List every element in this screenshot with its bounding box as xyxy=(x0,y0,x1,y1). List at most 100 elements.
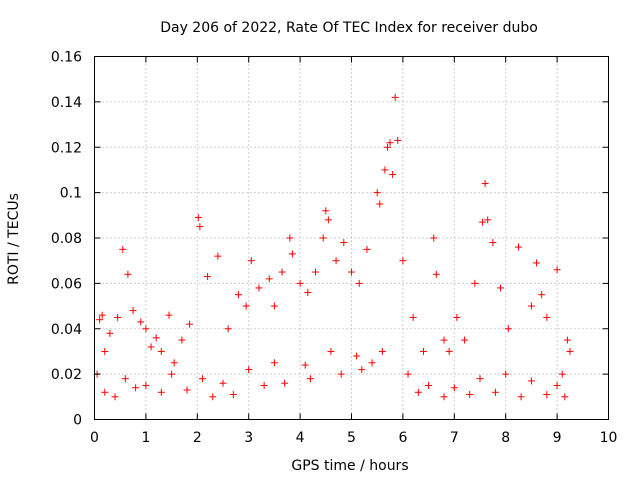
data-point xyxy=(399,257,407,265)
y-tick-label: 0.12 xyxy=(51,140,82,156)
data-point xyxy=(229,391,237,399)
data-point xyxy=(224,325,232,333)
data-point xyxy=(165,311,173,319)
data-point xyxy=(391,93,399,101)
data-point xyxy=(324,216,332,224)
data-point xyxy=(533,259,541,267)
data-point xyxy=(553,381,561,389)
data-point xyxy=(409,313,417,321)
y-ticks: 0 0.02 0.04 0.06 0.08 0.1 0.12 0.14 0.16 xyxy=(51,50,609,429)
x-tick-label: 3 xyxy=(244,430,253,446)
data-point xyxy=(178,336,186,344)
y-tick-label: 0.06 xyxy=(51,276,82,292)
data-point xyxy=(245,366,253,374)
data-point xyxy=(152,334,160,342)
data-point xyxy=(515,243,523,251)
data-point xyxy=(306,375,314,383)
x-tick-label: 7 xyxy=(450,430,459,446)
data-point xyxy=(566,347,574,355)
data-point xyxy=(527,377,535,385)
data-point xyxy=(98,311,106,319)
data-point xyxy=(142,381,150,389)
data-point xyxy=(553,266,561,274)
data-point xyxy=(247,257,255,265)
data-point xyxy=(558,370,566,378)
data-point xyxy=(198,375,206,383)
data-point xyxy=(543,313,551,321)
data-point xyxy=(414,388,422,396)
data-point xyxy=(209,393,217,401)
data-point xyxy=(301,361,309,369)
data-point xyxy=(543,391,551,399)
data-point xyxy=(389,170,397,178)
chart-title: Day 206 of 2022, Rate Of TEC Index for r… xyxy=(160,20,538,36)
y-tick-label: 0.04 xyxy=(51,322,82,338)
data-point xyxy=(96,316,104,324)
data-point xyxy=(296,279,304,287)
data-point xyxy=(255,284,263,292)
data-point xyxy=(383,143,391,151)
x-ticks: 0 1 2 3 4 5 6 7 8 9 10 xyxy=(90,56,617,446)
data-point xyxy=(278,268,286,276)
data-point xyxy=(234,291,242,299)
data-point xyxy=(504,325,512,333)
data-point xyxy=(194,214,202,222)
data-point xyxy=(129,307,137,315)
data-point xyxy=(101,347,109,355)
data-point xyxy=(466,391,474,399)
data-point xyxy=(355,279,363,287)
data-point xyxy=(119,245,127,253)
data-points xyxy=(93,93,574,401)
data-point xyxy=(481,180,489,188)
data-point xyxy=(106,329,114,337)
data-point xyxy=(114,313,122,321)
data-point xyxy=(170,359,178,367)
data-point xyxy=(121,375,129,383)
data-point xyxy=(491,388,499,396)
data-point xyxy=(288,250,296,258)
y-tick-label: 0.16 xyxy=(51,50,82,66)
data-point xyxy=(183,386,191,394)
data-point xyxy=(260,381,268,389)
data-point xyxy=(101,388,109,396)
data-point xyxy=(132,384,140,392)
data-point xyxy=(157,347,165,355)
x-tick-label: 9 xyxy=(553,430,562,446)
data-point xyxy=(561,393,569,401)
data-point xyxy=(376,200,384,208)
data-point xyxy=(332,257,340,265)
data-point xyxy=(386,139,394,147)
y-tick-label: 0.02 xyxy=(51,367,82,383)
y-tick-label: 0.1 xyxy=(60,186,82,202)
data-point xyxy=(517,393,525,401)
data-point xyxy=(394,136,402,144)
x-axis-label: GPS time / hours xyxy=(291,458,408,474)
data-point xyxy=(445,347,453,355)
data-point xyxy=(363,245,371,253)
y-tick-label: 0.08 xyxy=(51,231,82,247)
data-point xyxy=(471,279,479,287)
data-point xyxy=(419,347,427,355)
data-point xyxy=(353,352,361,360)
x-tick-label: 2 xyxy=(193,430,202,446)
x-tick-label: 8 xyxy=(501,430,510,446)
data-point xyxy=(358,366,366,374)
data-point xyxy=(440,393,448,401)
data-point xyxy=(157,388,165,396)
data-point xyxy=(327,347,335,355)
data-point xyxy=(270,302,278,310)
grid xyxy=(94,56,609,420)
data-point xyxy=(404,370,412,378)
data-point xyxy=(214,252,222,260)
data-point xyxy=(196,223,204,231)
data-point xyxy=(270,359,278,367)
data-point xyxy=(186,320,194,328)
data-point xyxy=(242,302,250,310)
x-tick-label: 0 xyxy=(90,430,99,446)
data-point xyxy=(219,379,227,387)
data-point xyxy=(124,270,132,278)
data-point xyxy=(425,381,433,389)
data-point xyxy=(322,207,330,215)
data-point xyxy=(265,275,273,283)
